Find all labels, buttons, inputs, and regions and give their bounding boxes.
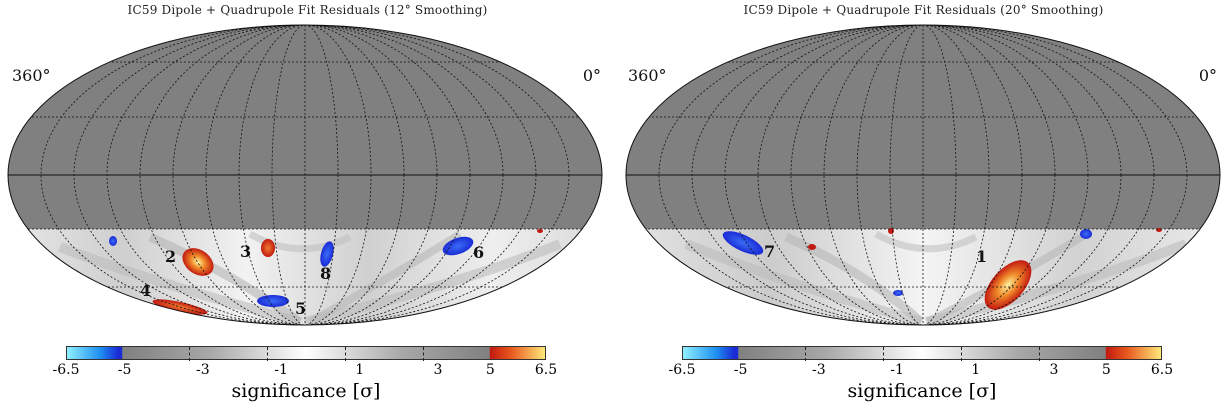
colorbar-tick: -1 xyxy=(890,362,904,378)
colorbar-title: significance [σ] xyxy=(847,380,997,402)
colorbar-tick: 1 xyxy=(355,362,365,378)
ra-label-left: 360° xyxy=(628,66,667,85)
hotspot xyxy=(893,290,903,296)
colorbar-tick: 5 xyxy=(1101,362,1111,378)
region-label: 8 xyxy=(320,264,331,283)
colorbar-tick: 3 xyxy=(1049,362,1059,378)
colorbar-tick: -3 xyxy=(811,362,826,378)
hotspot xyxy=(320,241,334,267)
colorbar-title: significance [σ] xyxy=(231,380,381,402)
colorbar-tick: -5 xyxy=(117,362,132,378)
hotspot xyxy=(182,248,214,276)
map-outline xyxy=(7,24,603,326)
colorbar-tick: 6.5 xyxy=(534,362,558,378)
colorbar-tick: -6.5 xyxy=(52,362,80,378)
ra-label-left: 360° xyxy=(12,66,51,85)
map-outline xyxy=(625,24,1221,326)
colorbar-tick: 6.5 xyxy=(1150,362,1174,378)
hotspot xyxy=(257,295,289,307)
colorbar-tick: -5 xyxy=(733,362,748,378)
region-label: 6 xyxy=(473,243,484,262)
mollweide-map: 7 1 xyxy=(625,24,1221,326)
hotspot xyxy=(722,231,764,255)
map-title: IC59 Dipole + Quadrupole Fit Residuals (… xyxy=(743,3,1104,17)
ra-label-right: 0° xyxy=(1198,66,1217,85)
colorbar-tick: -1 xyxy=(274,362,288,378)
mollweide-map: 2 3 8 6 4 5 xyxy=(7,24,603,326)
region-label: 4 xyxy=(140,281,151,300)
hotspot xyxy=(1080,229,1092,239)
region-label: 1 xyxy=(976,247,987,266)
hotspot xyxy=(984,260,1032,310)
colorbar-tick: -3 xyxy=(195,362,210,378)
hotspot xyxy=(109,236,117,246)
colorbar-tick: -6.5 xyxy=(668,362,696,378)
colorbar-gradient xyxy=(682,346,1162,361)
region-label: 3 xyxy=(240,242,251,261)
colorbar-tick: 1 xyxy=(971,362,981,378)
region-label: 7 xyxy=(764,242,775,261)
hotspot xyxy=(808,244,816,250)
colorbar-tick: 3 xyxy=(433,362,443,378)
colorbar-gradient xyxy=(66,346,546,361)
map-title: IC59 Dipole + Quadrupole Fit Residuals (… xyxy=(127,3,488,17)
hotspot xyxy=(261,239,275,257)
region-label: 2 xyxy=(165,247,176,266)
observed-sky xyxy=(626,229,1220,325)
region-label: 5 xyxy=(295,299,306,318)
ra-label-right: 0° xyxy=(582,66,601,85)
hotspot xyxy=(442,236,474,256)
skymap-panel-12deg: IC59 Dipole + Quadrupole Fit Residuals (… xyxy=(0,0,615,413)
skymap-panel-20deg: IC59 Dipole + Quadrupole Fit Residuals (… xyxy=(616,0,1231,413)
colorbar-tick: 5 xyxy=(485,362,495,378)
